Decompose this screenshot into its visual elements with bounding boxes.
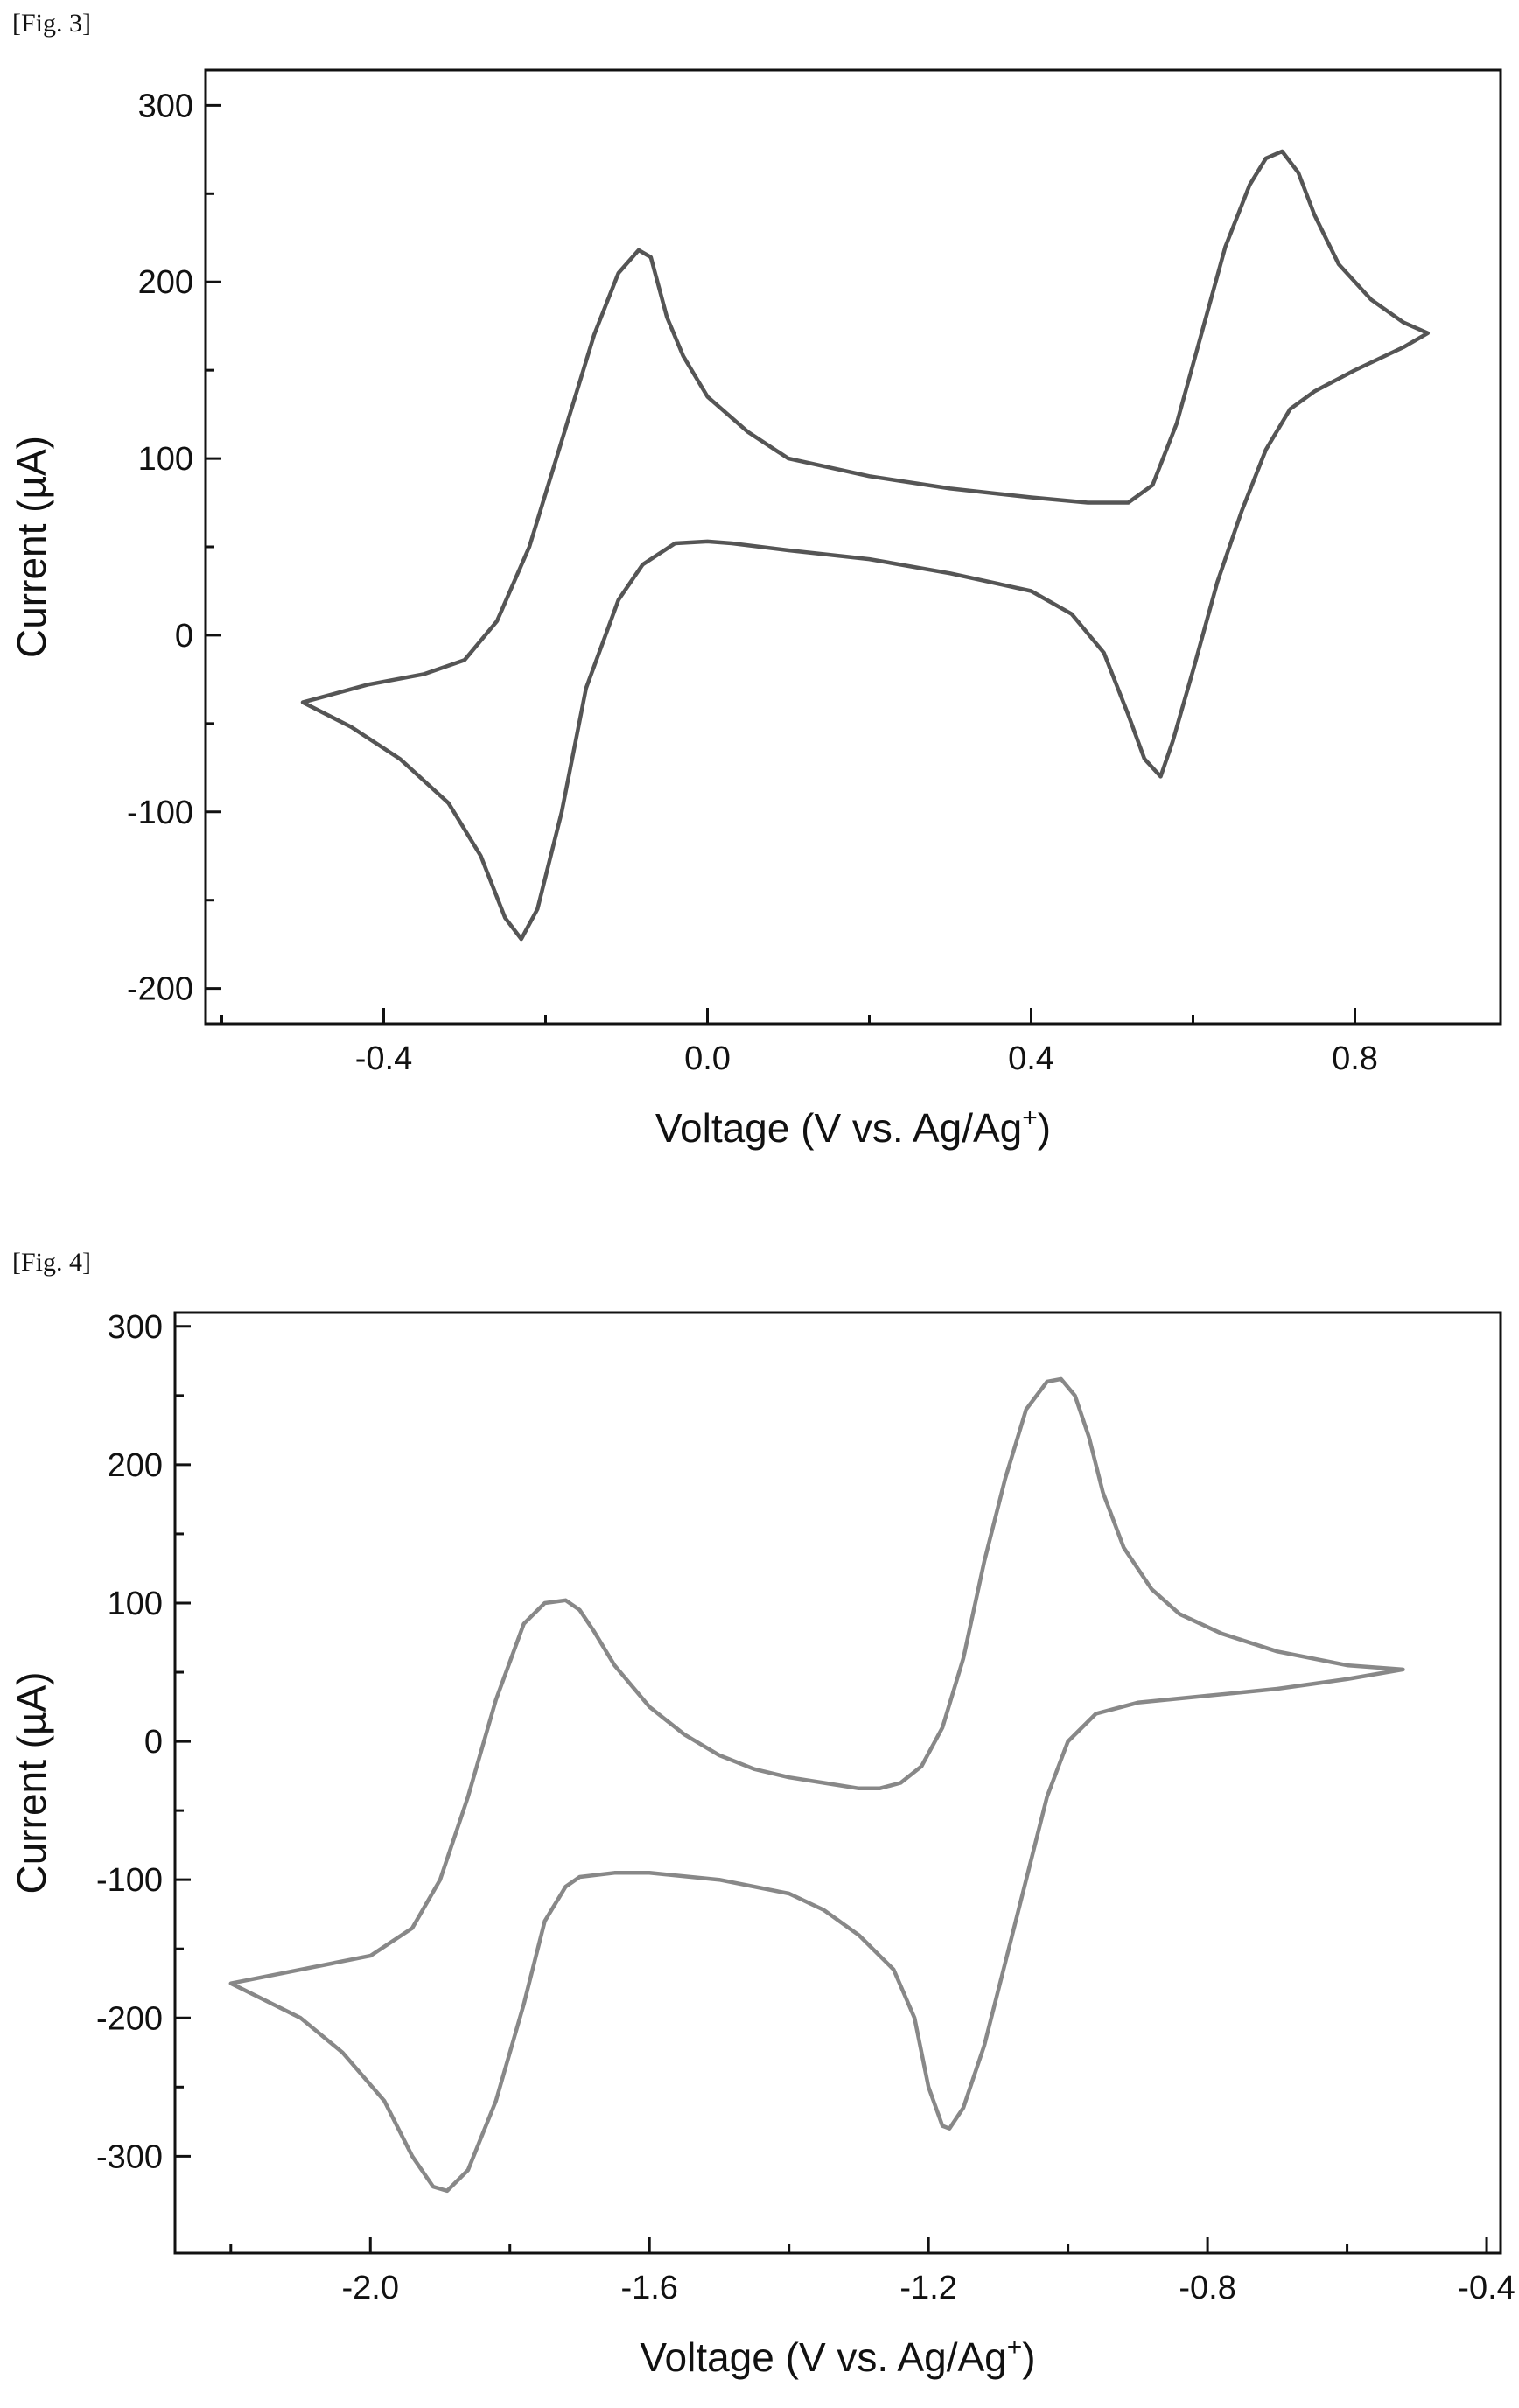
x-tick-label: -0.8 bbox=[1179, 2270, 1236, 2306]
y-tick-label: -200 bbox=[127, 971, 193, 1008]
y-axis-title: Current (µA) bbox=[9, 1672, 54, 1894]
y-tick-label: -200 bbox=[96, 2000, 163, 2037]
plot-frame bbox=[206, 70, 1501, 1024]
y-tick-label: 0 bbox=[144, 1724, 163, 1760]
x-tick-label: -0.4 bbox=[355, 1040, 412, 1077]
x-tick-label: -1.2 bbox=[900, 2270, 956, 2306]
y-tick-label: 0 bbox=[175, 618, 193, 654]
x-axis-title: Voltage (V vs. Ag/Ag+) bbox=[640, 2333, 1035, 2380]
x-tick-label: -0.4 bbox=[1458, 2270, 1515, 2306]
fig3-chart: -200 -100 0 100 200 300 -0.4 0.0 0.4 0.8 Voltage (… bbox=[0, 0, 1519, 1208]
x-tick-label: -1.6 bbox=[620, 2270, 677, 2306]
x-tick-label: 0.0 bbox=[684, 1040, 731, 1077]
x-tick-label: -2.0 bbox=[342, 2270, 399, 2306]
x-axis-title: Voltage (V vs. Ag/Ag+) bbox=[655, 1103, 1051, 1151]
x-tick-label: 0.4 bbox=[1008, 1040, 1054, 1077]
y-tick-label: 200 bbox=[138, 264, 193, 301]
plot-frame bbox=[175, 1312, 1501, 2253]
fig4-chart: -300 -200 -100 0 100 200 300 -2.0 -1.6 -1.2 -0.8 -0… bbox=[0, 1216, 1519, 2408]
y-tick-label: 100 bbox=[138, 441, 193, 478]
y-tick-label: 200 bbox=[108, 1447, 163, 1484]
x-tick-label: 0.8 bbox=[1332, 1040, 1378, 1077]
cv-curve-series-0 bbox=[303, 151, 1428, 939]
y-tick-label: -100 bbox=[127, 794, 193, 831]
y-tick-label: -300 bbox=[96, 2138, 163, 2175]
y-tick-label: -100 bbox=[96, 1862, 163, 1899]
y-tick-label: 300 bbox=[108, 1309, 163, 1346]
y-tick-label: 300 bbox=[138, 88, 193, 124]
cv-curve-series-0 bbox=[231, 1379, 1404, 2191]
y-tick-label: 100 bbox=[108, 1586, 163, 1622]
y-axis-title: Current (µA) bbox=[9, 436, 54, 658]
